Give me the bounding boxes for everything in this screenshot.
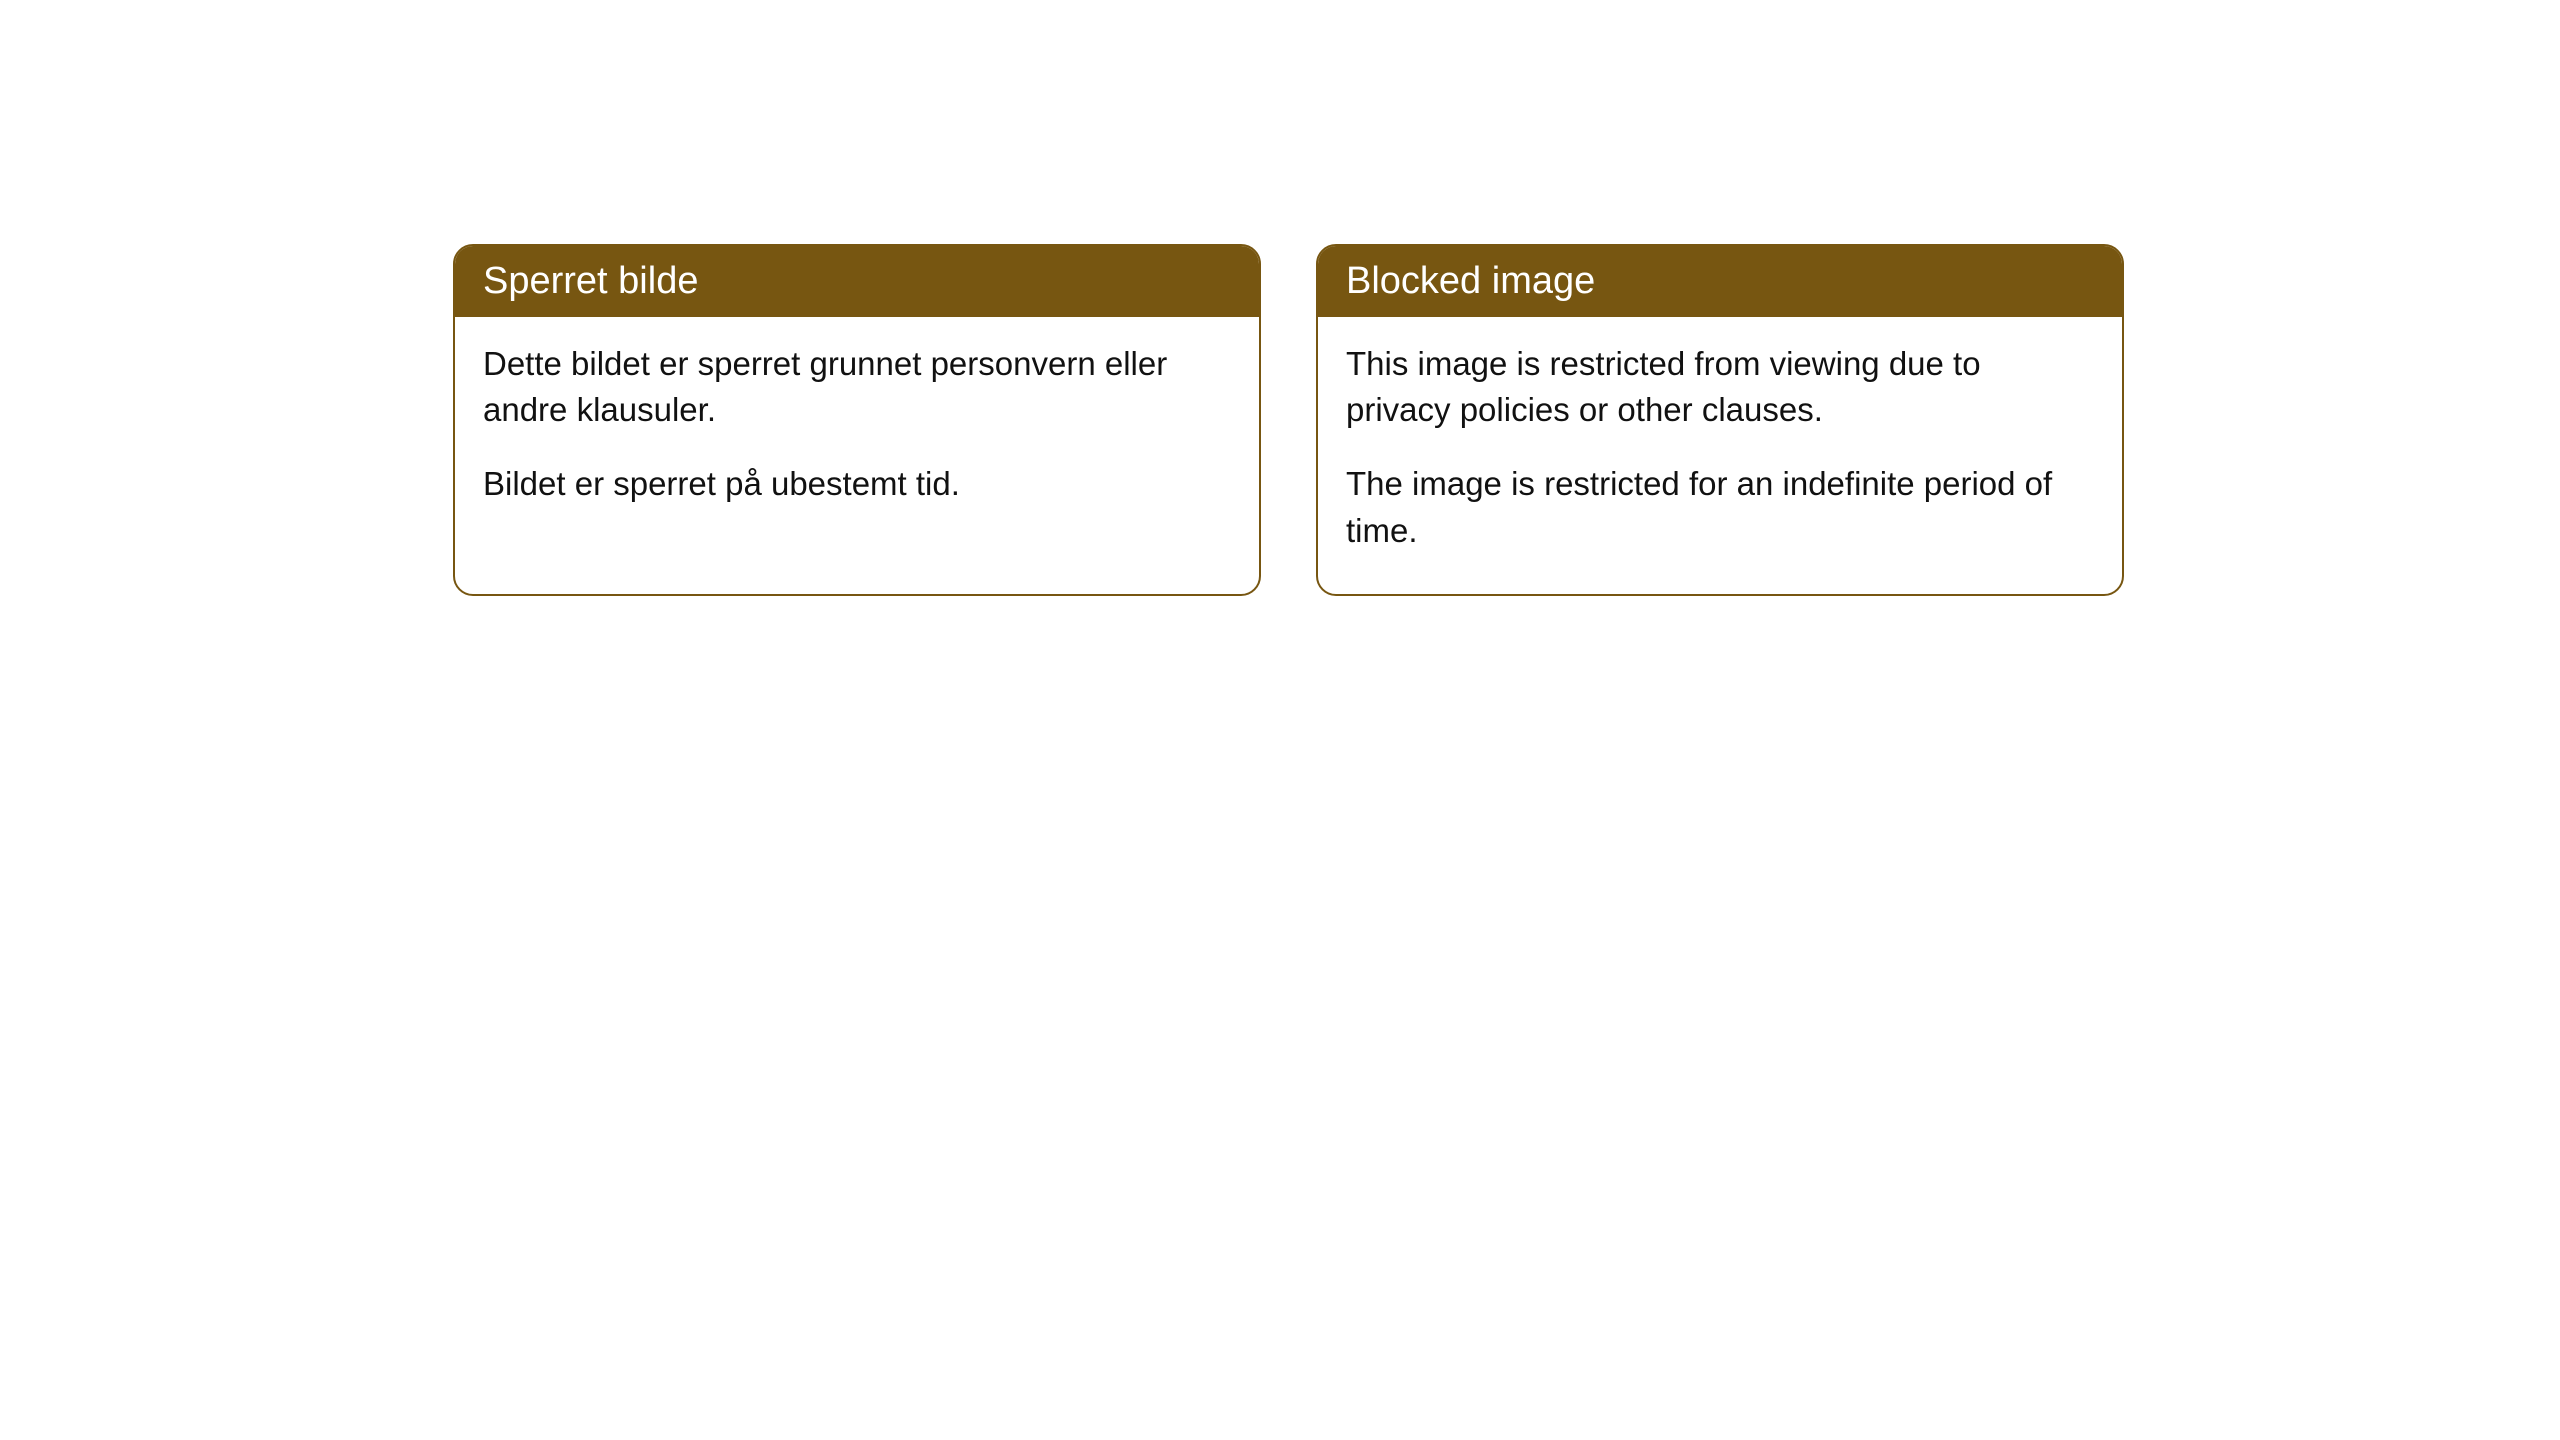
card-header-english: Blocked image [1318,246,2122,317]
notice-card-norwegian: Sperret bilde Dette bildet er sperret gr… [453,244,1261,596]
card-paragraph: This image is restricted from viewing du… [1346,341,2094,433]
card-title: Blocked image [1346,260,1595,302]
card-title: Sperret bilde [483,260,698,302]
notice-container: Sperret bilde Dette bildet er sperret gr… [0,0,2560,596]
card-paragraph: Bildet er sperret på ubestemt tid. [483,461,1231,507]
card-paragraph: The image is restricted for an indefinit… [1346,461,2094,553]
card-paragraph: Dette bildet er sperret grunnet personve… [483,341,1231,433]
notice-card-english: Blocked image This image is restricted f… [1316,244,2124,596]
card-body-norwegian: Dette bildet er sperret grunnet personve… [455,317,1259,548]
card-body-english: This image is restricted from viewing du… [1318,317,2122,594]
card-header-norwegian: Sperret bilde [455,246,1259,317]
